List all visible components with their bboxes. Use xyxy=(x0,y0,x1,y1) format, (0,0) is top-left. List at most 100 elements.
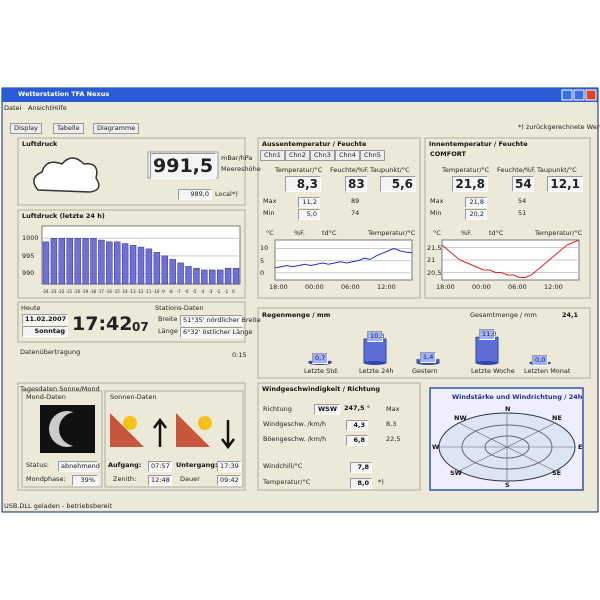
x-tick-label: -4 xyxy=(200,289,205,294)
max: 89 xyxy=(351,197,360,205)
bar xyxy=(42,241,50,285)
compass-label: SW xyxy=(450,469,462,477)
x-tick-label: -14 xyxy=(121,289,128,294)
menu-item[interactable]: Hilfe xyxy=(52,104,67,112)
unit: mBar/hPa xyxy=(221,154,253,162)
maximize-button[interactable] xyxy=(573,89,585,101)
bar-base xyxy=(476,361,498,365)
window-title: Wetterstation TFA Nexus xyxy=(18,90,110,98)
label: Max xyxy=(386,405,400,413)
column-header: Temperatur/°C xyxy=(275,166,323,174)
bar-base xyxy=(364,361,386,365)
panel-title: Innentemperatur / Feuchte xyxy=(429,140,528,148)
legend-chip[interactable]: °C xyxy=(266,229,274,237)
x-tick-label: -7 xyxy=(176,289,181,294)
date: 11.02.2007 xyxy=(22,314,68,325)
legend-chip[interactable]: td°C xyxy=(322,229,337,237)
bar xyxy=(169,259,176,285)
legend-chip[interactable]: %F. xyxy=(294,229,305,237)
value-label: 1,4 xyxy=(420,351,436,363)
compass-label: N xyxy=(505,405,511,413)
menu-item[interactable]: Datei xyxy=(4,104,22,112)
bar xyxy=(153,252,161,285)
seconds: 07 xyxy=(132,320,149,334)
bar xyxy=(224,267,232,285)
compass-label: W xyxy=(432,443,440,451)
longitude: 6°32' östlicher Länge xyxy=(180,327,252,338)
legend-chip[interactable]: td°C xyxy=(489,229,504,237)
category-label: Letzte Woche xyxy=(471,367,515,375)
y-tick-label: 990 xyxy=(22,269,35,278)
channel-tab[interactable]: Chn3 xyxy=(310,150,335,161)
channel-tab[interactable]: Chn1 xyxy=(260,150,285,161)
label: Windchill/°C xyxy=(263,462,303,470)
panel-title: Luftdruck xyxy=(22,140,58,148)
max: 54 xyxy=(518,197,527,205)
bar xyxy=(129,245,137,285)
sunrise: 07:57 xyxy=(148,461,172,472)
x-tick-label: -12 xyxy=(137,289,144,294)
category-label: Letzte Std. xyxy=(304,367,339,375)
channel-tab[interactable]: Chn5 xyxy=(360,150,385,161)
y-tick-label: 10 xyxy=(260,244,269,253)
category-label: Letzten Monat xyxy=(524,367,571,375)
local-pressure: 989,0 xyxy=(178,189,212,200)
close-button[interactable] xyxy=(585,89,597,101)
bar xyxy=(66,238,73,285)
legend-chip[interactable]: °C xyxy=(433,229,441,237)
bar xyxy=(98,239,105,285)
label: *) xyxy=(232,190,238,198)
bar xyxy=(216,269,224,285)
column-header: Taupunkt/°C xyxy=(370,166,410,174)
bar xyxy=(58,238,66,285)
bar xyxy=(90,238,97,285)
menu-item[interactable]: Ansicht xyxy=(28,104,53,112)
x-tick-label: 18:00 xyxy=(436,283,455,291)
bar xyxy=(50,238,58,285)
x-tick-label: 18:00 xyxy=(269,283,288,291)
sun xyxy=(123,416,137,430)
cloud-icon xyxy=(33,157,100,193)
tab[interactable]: Diagramme xyxy=(93,123,140,134)
compass-label: NW xyxy=(454,414,467,422)
min: 20,2 xyxy=(465,209,487,220)
x-tick-label: -15 xyxy=(113,289,120,294)
reading: 21,8 xyxy=(452,176,488,192)
value-label: 0,0 xyxy=(532,355,548,366)
x-tick-label: -11 xyxy=(144,289,152,294)
reading: 12,1 xyxy=(547,176,583,192)
label: Mond-Daten xyxy=(26,393,66,401)
legend-chip[interactable]: %F. xyxy=(461,229,472,237)
wind-speed-max: 8,3 xyxy=(386,420,397,428)
sun xyxy=(198,416,212,430)
duration: 09:42 xyxy=(217,475,241,486)
x-tick-label: -8 xyxy=(168,289,173,294)
label: Stations-Daten xyxy=(155,304,204,312)
status-bar: USB.DLL geladen - betriebsbereit xyxy=(4,502,113,510)
label: Temperatur/°C xyxy=(263,478,311,486)
label: Aufgang: xyxy=(108,461,142,469)
label: Windgeschw. /km/h xyxy=(263,420,326,428)
zenith: 12:48 xyxy=(148,475,172,486)
column-header: Feuchte/%F. xyxy=(497,166,536,174)
bar xyxy=(106,241,113,285)
panel-title: Regenmenge / mm xyxy=(262,311,331,319)
label: Länge xyxy=(158,327,178,335)
channel-tab[interactable]: Chn4 xyxy=(335,150,360,161)
label: Dauer xyxy=(180,475,200,483)
x-tick-label: -1 xyxy=(224,289,229,294)
label: Min xyxy=(263,209,275,217)
min: 51 xyxy=(518,209,527,217)
moon-phase: 39% xyxy=(72,475,98,486)
pressure-value: 991,5 xyxy=(150,153,216,179)
channel-tab[interactable]: Chn2 xyxy=(285,150,310,161)
value-label: 11,0 xyxy=(479,329,496,341)
minimize-button[interactable] xyxy=(561,89,573,101)
y-tick-label: 21,5 xyxy=(427,243,442,252)
time: 17:42 xyxy=(72,313,133,335)
tab[interactable]: Tabelle xyxy=(53,123,84,134)
note: *) zurückgerechnete Werte xyxy=(518,123,600,131)
tab[interactable]: Display xyxy=(10,123,42,134)
category-label: Letzte 24h xyxy=(359,367,394,375)
reading: 5,6 xyxy=(380,176,416,192)
